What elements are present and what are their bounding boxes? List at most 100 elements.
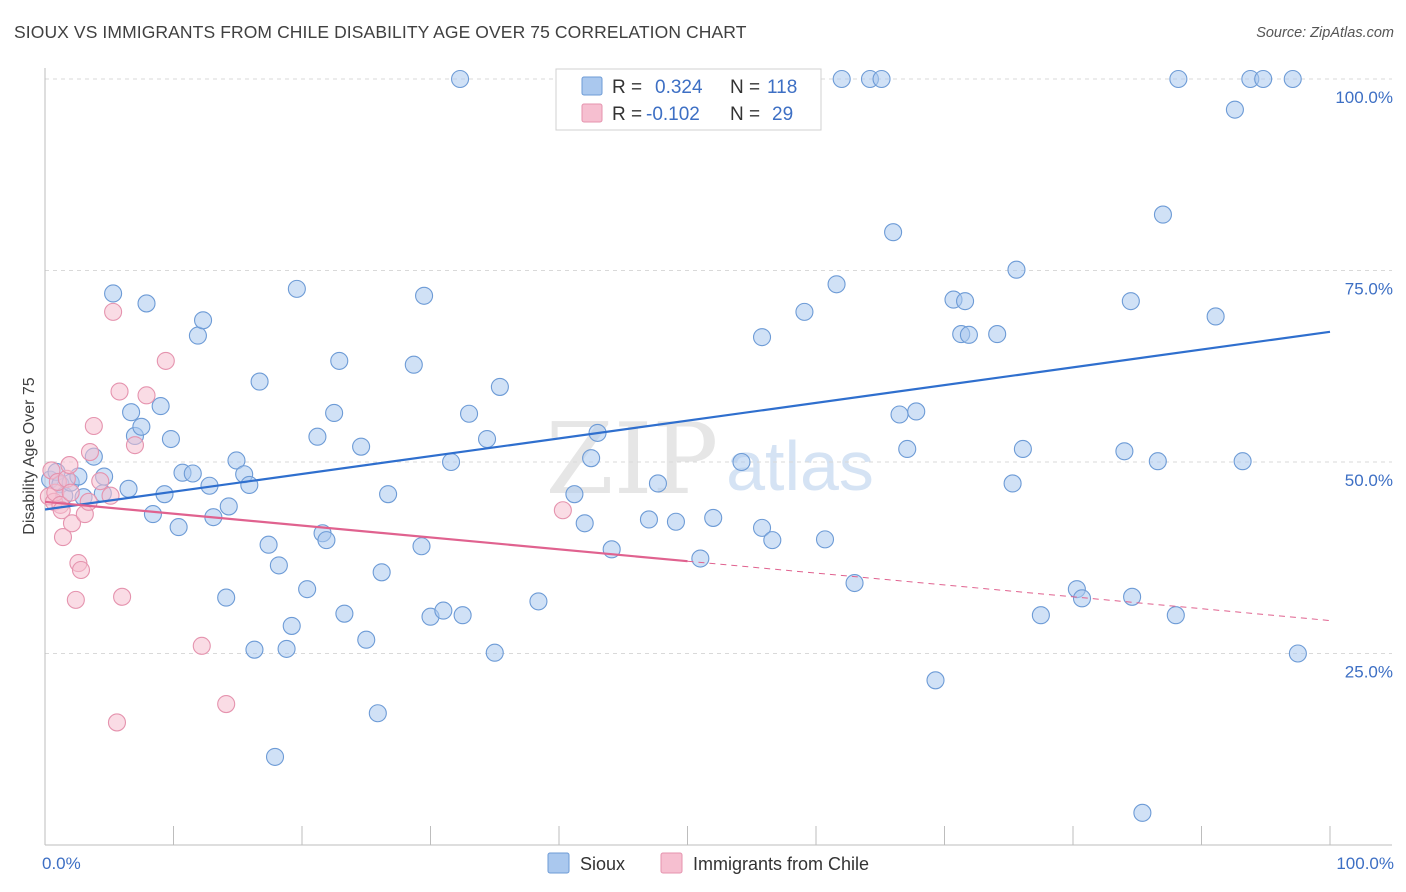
sioux-point-31 xyxy=(240,475,259,495)
sioux-point-91 xyxy=(926,671,945,690)
legend-n-label-chile: N = xyxy=(730,104,760,125)
sioux-point-10 xyxy=(104,284,123,303)
chile-trend-line-dashed xyxy=(687,560,1331,622)
sioux-point-71 xyxy=(639,510,659,529)
sioux-point-49 xyxy=(368,704,387,723)
sioux-point-96 xyxy=(988,325,1007,344)
sioux-point-20 xyxy=(169,518,188,537)
bottom-legend-swatch-chile xyxy=(660,852,683,874)
sioux-point-80 xyxy=(795,302,814,321)
sioux-point-52 xyxy=(404,355,423,374)
chile-point-9 xyxy=(60,456,79,475)
chile-point-18 xyxy=(84,416,103,436)
sioux-point-87 xyxy=(884,223,903,242)
sioux-point-12 xyxy=(122,403,141,422)
sioux-point-88 xyxy=(890,405,909,424)
chile-point-24 xyxy=(113,587,132,606)
sioux-point-62 xyxy=(485,643,504,662)
sioux-trend-line xyxy=(44,330,1331,511)
sioux-point-72 xyxy=(648,474,667,493)
sioux-point-51 xyxy=(379,485,398,504)
chile-point-17 xyxy=(80,442,100,462)
sioux-point-36 xyxy=(269,556,288,575)
sioux-point-59 xyxy=(453,606,472,625)
sioux-point-11 xyxy=(119,479,138,498)
chile-point-26 xyxy=(137,386,156,405)
sioux-point-34 xyxy=(259,535,278,554)
chile-point-22 xyxy=(107,713,127,732)
chile-point-21 xyxy=(104,302,123,321)
sioux-point-86 xyxy=(872,69,891,89)
sioux-point-48 xyxy=(357,630,376,649)
sioux-point-39 xyxy=(287,279,306,298)
chile-trend-line-solid xyxy=(44,500,688,563)
sioux-point-63 xyxy=(490,377,509,396)
sioux-point-116 xyxy=(1283,69,1302,89)
sioux-point-115 xyxy=(1254,69,1273,89)
sioux-point-15 xyxy=(137,294,156,313)
legend-swatch-chile xyxy=(581,103,603,123)
chile-point-11 xyxy=(62,514,82,533)
sioux-point-113 xyxy=(1233,452,1252,471)
sioux-point-83 xyxy=(832,69,851,89)
legend-r-label-chile: R = xyxy=(612,104,642,125)
sioux-point-54 xyxy=(415,286,434,305)
sioux-point-90 xyxy=(907,402,926,421)
chile-point-28 xyxy=(192,636,211,655)
sioux-point-16 xyxy=(143,505,162,524)
sioux-point-107 xyxy=(1148,452,1167,471)
x-tick-label-min: 0.0% xyxy=(42,854,81,873)
source-credit: Source: ZipAtlas.com xyxy=(1256,25,1394,41)
sioux-point-67 xyxy=(582,449,601,468)
sioux-point-29 xyxy=(227,451,246,470)
sioux-point-38 xyxy=(282,616,301,635)
sioux-point-102 xyxy=(1072,589,1092,608)
sioux-point-22 xyxy=(183,464,202,483)
sioux-point-24 xyxy=(194,311,213,330)
legend-n-value-sioux: 118 xyxy=(767,77,797,98)
sioux-point-78 xyxy=(752,328,772,347)
sioux-point-47 xyxy=(352,437,371,456)
sioux-point-110 xyxy=(1169,69,1188,89)
sioux-point-100 xyxy=(1031,606,1050,625)
legend-n-label-sioux: N = xyxy=(730,77,760,98)
sioux-point-43 xyxy=(317,531,336,550)
legend-swatch-sioux xyxy=(581,76,603,96)
sioux-point-46 xyxy=(335,604,354,623)
y-tick-labels: 25.0% 50.0% 75.0% 100.0% xyxy=(1335,88,1393,682)
chart-title: SIOUX VS IMMIGRANTS FROM CHILE DISABILIT… xyxy=(14,22,747,42)
x-tick-label-max: 100.0% xyxy=(1336,854,1394,873)
sioux-point-35 xyxy=(265,747,285,766)
chile-point-7 xyxy=(53,528,73,547)
correlation-legend: R = 0.324 N = 118 R = -0.102 N = 29 xyxy=(555,68,822,131)
sioux-point-60 xyxy=(459,404,479,423)
sioux-point-89 xyxy=(898,439,917,459)
sioux-point-57 xyxy=(442,452,461,472)
sioux-point-117 xyxy=(1288,644,1307,663)
chile-point-29 xyxy=(217,695,236,714)
y-tick-label-75: 75.0% xyxy=(1345,280,1393,299)
sioux-point-19 xyxy=(161,429,180,449)
sioux-point-111 xyxy=(1206,307,1225,326)
chile-point-10 xyxy=(61,483,80,502)
sioux-point-76 xyxy=(732,452,751,472)
sioux-point-97 xyxy=(1003,474,1022,493)
sioux-point-65 xyxy=(565,485,584,504)
chile-point-25 xyxy=(125,436,144,455)
legend-r-label-sioux: R = xyxy=(612,77,642,98)
sioux-point-56 xyxy=(434,601,453,620)
sioux-point-84 xyxy=(845,573,864,593)
axes xyxy=(44,68,1392,846)
sioux-point-99 xyxy=(1013,439,1032,459)
sioux-point-61 xyxy=(477,429,497,449)
sioux-point-37 xyxy=(277,639,296,658)
sioux-point-73 xyxy=(666,512,685,531)
chile-point-27 xyxy=(156,351,175,370)
legend-r-value-sioux: 0.324 xyxy=(655,77,703,98)
trend-lines xyxy=(44,330,1331,622)
sioux-point-79 xyxy=(763,531,782,550)
sioux-point-81 xyxy=(815,530,835,549)
bottom-legend-label-sioux: Sioux xyxy=(580,854,625,874)
gridlines xyxy=(45,78,1392,654)
